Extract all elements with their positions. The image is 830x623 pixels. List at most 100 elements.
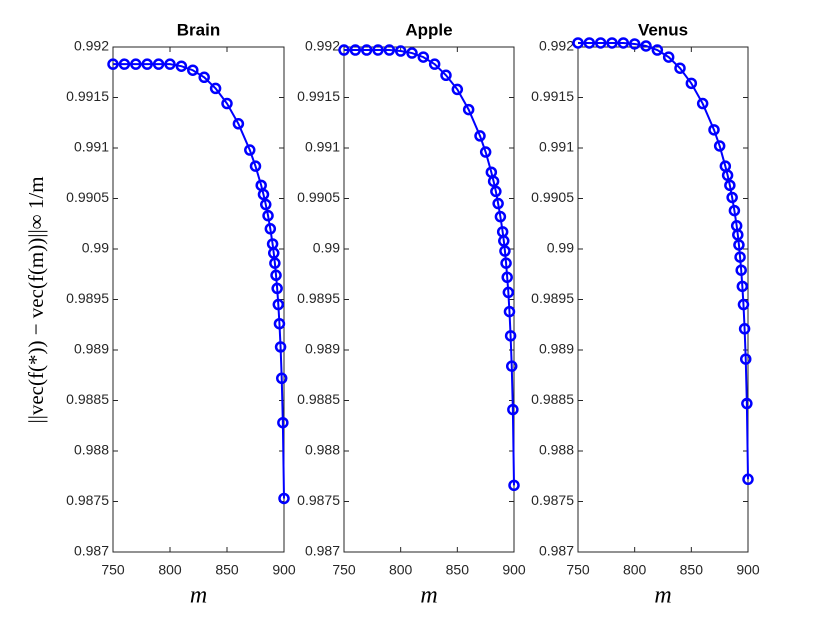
data-point: [272, 298, 285, 311]
data-point: [733, 239, 745, 251]
y-tick-label: 0.99: [547, 240, 574, 256]
data-point: [724, 179, 736, 192]
x-tick-label: 750: [101, 562, 125, 578]
y-tick-label: 0.988: [305, 442, 340, 458]
data-point: [685, 77, 698, 90]
y-tick-label: 0.988: [539, 442, 574, 458]
x-tick-label: 750: [566, 562, 590, 578]
data-point: [721, 169, 734, 182]
x-tick-label: 750: [332, 562, 356, 578]
data-point: [503, 305, 516, 318]
data-point: [406, 47, 418, 59]
data-point: [583, 37, 596, 49]
data-point: [428, 58, 441, 70]
y-tick-label: 0.992: [74, 38, 109, 54]
data-point: [141, 58, 153, 70]
data-point: [708, 124, 720, 136]
data-point: [264, 223, 277, 235]
data-point: [628, 38, 641, 50]
x-axis-label: m: [420, 583, 437, 609]
y-tick-label: 0.99: [82, 240, 109, 256]
data-point: [440, 69, 452, 82]
data-point: [209, 82, 222, 95]
data-point: [606, 37, 618, 49]
data-point: [742, 473, 754, 486]
x-tick-label: 900: [736, 562, 760, 578]
y-tick-label: 0.9875: [66, 492, 109, 508]
chart-title: Venus: [638, 20, 688, 39]
data-point: [479, 146, 492, 158]
y-tick-label: 0.991: [305, 139, 340, 155]
y-tick-label: 0.99: [313, 240, 340, 256]
y-tick-label: 0.9895: [531, 290, 574, 306]
y-tick-label: 0.987: [74, 543, 109, 559]
data-point: [338, 44, 350, 56]
y-tick-label: 0.9895: [66, 290, 109, 306]
data-point: [257, 188, 270, 201]
y-tick-label: 0.992: [539, 38, 574, 54]
y-tick-label: 0.9875: [297, 492, 340, 508]
data-point: [417, 51, 430, 63]
x-tick-label: 800: [389, 562, 413, 578]
data-point: [277, 416, 289, 429]
data-point: [152, 58, 165, 70]
data-point: [383, 44, 396, 56]
data-point: [713, 140, 726, 152]
data-point: [130, 58, 142, 70]
y-tick-label: 0.9915: [66, 88, 109, 104]
y-tick-label: 0.989: [305, 341, 340, 357]
y-tick-label: 0.987: [539, 543, 574, 559]
y-tick-label: 0.991: [74, 139, 109, 155]
data-point: [662, 51, 675, 63]
data-point: [249, 160, 262, 172]
data-point: [499, 245, 511, 257]
y-tick-label: 0.9905: [66, 189, 109, 205]
data-point: [275, 372, 288, 385]
y-tick-label: 0.9885: [66, 391, 109, 407]
data-point: [594, 37, 607, 49]
y-tick-label: 0.9875: [531, 492, 574, 508]
data-point: [494, 210, 507, 223]
data-point: [262, 209, 274, 222]
x-tick-label: 850: [680, 562, 704, 578]
x-tick-label: 850: [446, 562, 470, 578]
data-point: [274, 341, 287, 353]
data-point: [507, 403, 519, 416]
data-point: [734, 251, 746, 263]
data-point: [741, 397, 753, 410]
data-point: [271, 282, 283, 295]
data-point: [640, 40, 652, 52]
x-axis-label: m: [190, 583, 207, 609]
data-point: [244, 144, 256, 156]
data-point: [462, 103, 475, 116]
data-point: [175, 60, 188, 72]
y-tick-label: 0.9905: [531, 189, 574, 205]
data-point: [474, 130, 486, 142]
y-tick-label: 0.989: [539, 341, 574, 357]
data-point: [187, 64, 199, 76]
y-tick-label: 0.9895: [297, 290, 340, 306]
data-point: [232, 118, 245, 130]
data-point: [273, 317, 286, 330]
x-tick-label: 850: [215, 562, 239, 578]
chart-title: Apple: [405, 20, 452, 39]
data-point: [502, 286, 515, 299]
data-point: [735, 264, 747, 276]
y-tick-label: 0.9915: [297, 88, 340, 104]
data-point: [736, 280, 749, 293]
data-point: [726, 191, 738, 204]
data-point: [505, 360, 518, 372]
data-point: [504, 330, 517, 342]
data-point: [360, 44, 373, 56]
data-point: [492, 197, 504, 210]
data-point: [696, 97, 709, 110]
y-tick-label: 0.987: [305, 543, 340, 559]
data-point: [118, 58, 131, 70]
data-point: [501, 271, 513, 284]
data-point: [572, 37, 584, 49]
data-point: [728, 204, 741, 217]
x-tick-label: 900: [502, 562, 526, 578]
y-tick-label: 0.9915: [531, 88, 574, 104]
data-point: [349, 44, 362, 56]
